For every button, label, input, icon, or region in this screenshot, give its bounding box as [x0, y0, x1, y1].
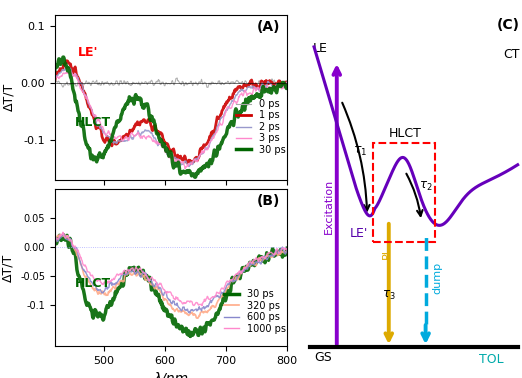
- Text: HLCT: HLCT: [75, 116, 111, 129]
- Legend: 0 ps, 1 ps, 2 ps, 3 ps, 30 ps: 0 ps, 1 ps, 2 ps, 3 ps, 30 ps: [232, 95, 289, 159]
- X-axis label: λ/nm: λ/nm: [153, 371, 188, 378]
- Text: Excitation: Excitation: [324, 179, 334, 234]
- Bar: [373, 143, 435, 242]
- Y-axis label: ΔT/T: ΔT/T: [2, 253, 15, 282]
- Y-axis label: ΔT/T: ΔT/T: [2, 83, 15, 112]
- Text: $\tau_3$: $\tau_3$: [382, 289, 395, 302]
- Text: HLCT: HLCT: [75, 277, 111, 290]
- Text: LE': LE': [350, 227, 368, 240]
- Text: GS: GS: [314, 351, 332, 364]
- Text: LE: LE: [313, 42, 328, 55]
- Text: (B): (B): [257, 194, 280, 208]
- Text: TOL: TOL: [479, 353, 503, 366]
- Text: LE': LE': [78, 46, 99, 59]
- Text: CT: CT: [504, 48, 520, 60]
- Text: $\tau_2$: $\tau_2$: [419, 180, 433, 193]
- Text: (C): (C): [497, 19, 520, 33]
- Text: $\tau_1$: $\tau_1$: [353, 144, 367, 158]
- Text: (A): (A): [257, 20, 280, 34]
- Text: HLCT: HLCT: [389, 127, 422, 141]
- Text: dump: dump: [432, 262, 442, 294]
- Legend: 30 ps, 320 ps, 600 ps, 1000 ps: 30 ps, 320 ps, 600 ps, 1000 ps: [220, 285, 289, 338]
- Text: PL: PL: [382, 246, 392, 259]
